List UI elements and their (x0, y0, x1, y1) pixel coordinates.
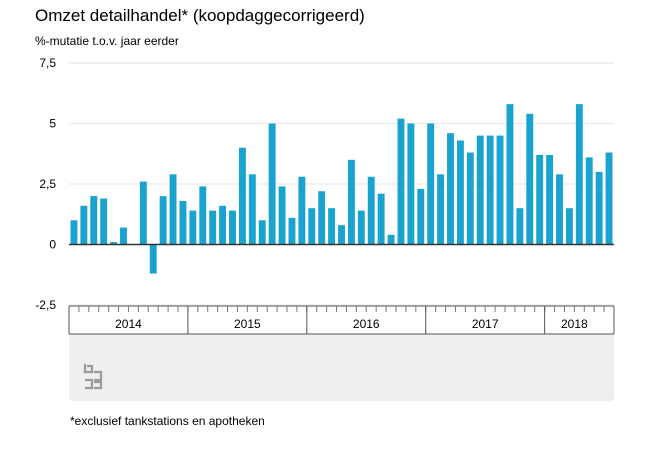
year-label: 2017 (472, 317, 499, 331)
bar (318, 191, 326, 245)
bar (338, 225, 345, 245)
bar (100, 198, 108, 245)
bar (209, 210, 217, 245)
bar (575, 104, 583, 245)
footnote: *exclusief tankstations en apotheken (70, 414, 265, 428)
y-tick-label: 5 (49, 117, 56, 131)
bar (238, 147, 246, 245)
y-tick-label: -2,5 (35, 298, 56, 312)
bar (377, 193, 385, 245)
bar (546, 154, 554, 245)
bar (387, 234, 395, 245)
bar (437, 174, 445, 245)
bar (407, 123, 415, 245)
bar-chart: 7,5 5 2,5 0 -2,5 2014 2015 2016 2017 2018 (35, 56, 615, 335)
bar (110, 242, 118, 245)
year-label: 2016 (353, 317, 380, 331)
bar (219, 205, 227, 245)
bar (496, 135, 504, 245)
bar (308, 208, 316, 245)
bar (506, 104, 514, 245)
bar (357, 210, 365, 245)
y-tick-label: 7,5 (39, 56, 56, 70)
bar (278, 186, 286, 245)
bar (288, 217, 296, 245)
y-tick-label: 2,5 (39, 177, 56, 191)
bar (605, 152, 613, 245)
y-tick-label: 0 (49, 238, 56, 252)
bar (447, 133, 454, 245)
cbs-logo-icon (83, 364, 103, 390)
bar (139, 181, 147, 245)
bar (159, 196, 167, 245)
year-label: 2018 (561, 317, 588, 331)
bar (397, 118, 405, 245)
bar (427, 123, 435, 245)
bar (179, 200, 187, 245)
bar (70, 220, 78, 245)
bar (258, 220, 266, 245)
bar (149, 244, 157, 274)
bar (516, 208, 524, 245)
bar (80, 205, 88, 245)
bar (120, 227, 127, 245)
bar (466, 152, 474, 245)
bar (189, 210, 197, 245)
bar (476, 135, 484, 245)
bar (456, 140, 464, 245)
bar (328, 208, 336, 245)
bar (298, 176, 306, 245)
bar (417, 188, 425, 245)
chart-subtitle: %-mutatie t.o.v. jaar eerder (35, 34, 179, 48)
bar (90, 196, 98, 245)
year-label: 2015 (234, 317, 261, 331)
bar (229, 210, 236, 245)
chart-title: Omzet detailhandel* (koopdaggecorrigeerd… (35, 6, 365, 25)
bar (526, 113, 534, 245)
bar (536, 154, 544, 245)
bar (595, 171, 603, 245)
timeline-panel (69, 334, 614, 401)
bar (585, 157, 593, 245)
year-label: 2014 (115, 317, 142, 331)
bar (556, 174, 563, 245)
bar (486, 135, 494, 245)
bar (268, 123, 276, 245)
bar (367, 176, 375, 245)
bar (248, 174, 256, 245)
bar (169, 174, 177, 245)
bar (565, 208, 573, 245)
bar (347, 159, 355, 245)
bar (199, 186, 207, 245)
